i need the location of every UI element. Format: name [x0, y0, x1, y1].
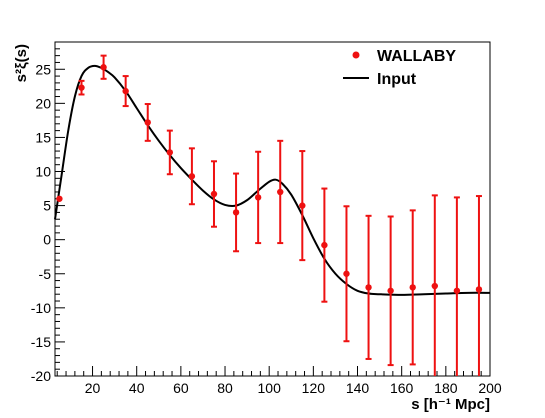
- data-point: [453, 287, 461, 294]
- data-point-group: [321, 187, 328, 303]
- data-point: [343, 270, 350, 277]
- data-point: [78, 84, 85, 91]
- x-tick-label: 180: [434, 380, 458, 396]
- legend: WALLABY Input: [343, 48, 456, 88]
- data-point: [409, 284, 416, 291]
- x-tick-label: 40: [129, 380, 145, 396]
- data-point-group: [387, 215, 394, 367]
- data-point: [122, 87, 129, 95]
- x-tick-label: 140: [346, 380, 370, 396]
- data-point-group: [210, 160, 218, 228]
- data-point-group: [343, 205, 350, 343]
- x-tick-label: 100: [258, 380, 282, 396]
- x-tick-label: 160: [390, 380, 414, 396]
- legend-marker-wallaby: [352, 51, 360, 59]
- y-tick-label: -5: [39, 266, 52, 282]
- data-point: [277, 188, 284, 196]
- data-point: [100, 64, 107, 71]
- data-point-group: [166, 129, 174, 176]
- y-tick-label: -20: [31, 368, 51, 384]
- data-point-group: [56, 195, 63, 202]
- data-point-group: [122, 75, 129, 108]
- data-point: [431, 282, 438, 290]
- data-point: [232, 209, 240, 216]
- wallaby-points-layer: [56, 54, 483, 376]
- x-tick-label: 200: [478, 380, 502, 396]
- y-tick-label: 25: [35, 61, 51, 77]
- data-point-group: [78, 79, 85, 96]
- y-tick-label: 5: [43, 198, 51, 214]
- data-point: [299, 202, 306, 209]
- data-point-group: [409, 209, 416, 366]
- legend-label-input: Input: [377, 71, 417, 88]
- legend-label-wallaby: WALLABY: [377, 48, 456, 65]
- data-point: [254, 194, 262, 201]
- data-point: [475, 286, 483, 293]
- y-tick-label: 20: [35, 95, 51, 111]
- data-point-group: [431, 194, 438, 376]
- data-point-group: [232, 172, 240, 253]
- data-point-group: [254, 150, 262, 245]
- y-tick-label: -15: [31, 334, 51, 350]
- data-point-group: [144, 103, 151, 142]
- x-tick-label: 120: [302, 380, 326, 396]
- data-point: [365, 284, 372, 291]
- data-point: [56, 195, 63, 202]
- x-tick-label: 80: [217, 380, 233, 396]
- data-point-group: [475, 195, 483, 376]
- x-tick-label: 60: [173, 380, 189, 396]
- data-point: [321, 241, 328, 249]
- data-point-group: [100, 54, 107, 80]
- data-point-group: [277, 139, 284, 245]
- y-tick-label: 10: [35, 164, 51, 180]
- x-axis-label: s [h⁻¹ Mpc]: [411, 396, 490, 413]
- plot-area-border: [54, 41, 491, 377]
- y-tick-label: 0: [43, 232, 51, 248]
- data-point-group: [188, 147, 196, 206]
- input-curve: [54, 64, 491, 296]
- tick-labels: 20 40 60 80 100 120 140 160 180 200 -20 -15 -10 -5 0 5 1…: [31, 61, 502, 396]
- data-point-group: [299, 150, 306, 262]
- axis-ticks: [55, 41, 491, 377]
- plot-frame: [54, 41, 491, 377]
- data-point-group: [453, 196, 461, 376]
- y-axis-label: s²ξ(s): [13, 44, 30, 82]
- data-point: [166, 149, 174, 156]
- x-tick-label: 20: [85, 380, 101, 396]
- data-point: [188, 173, 196, 180]
- input-curve-layer: [54, 64, 491, 296]
- data-point: [210, 190, 218, 198]
- y-tick-label: 15: [35, 129, 51, 145]
- data-point-group: [365, 214, 372, 360]
- data-point: [387, 287, 394, 294]
- y-tick-label: -10: [31, 300, 51, 316]
- data-point: [144, 119, 151, 126]
